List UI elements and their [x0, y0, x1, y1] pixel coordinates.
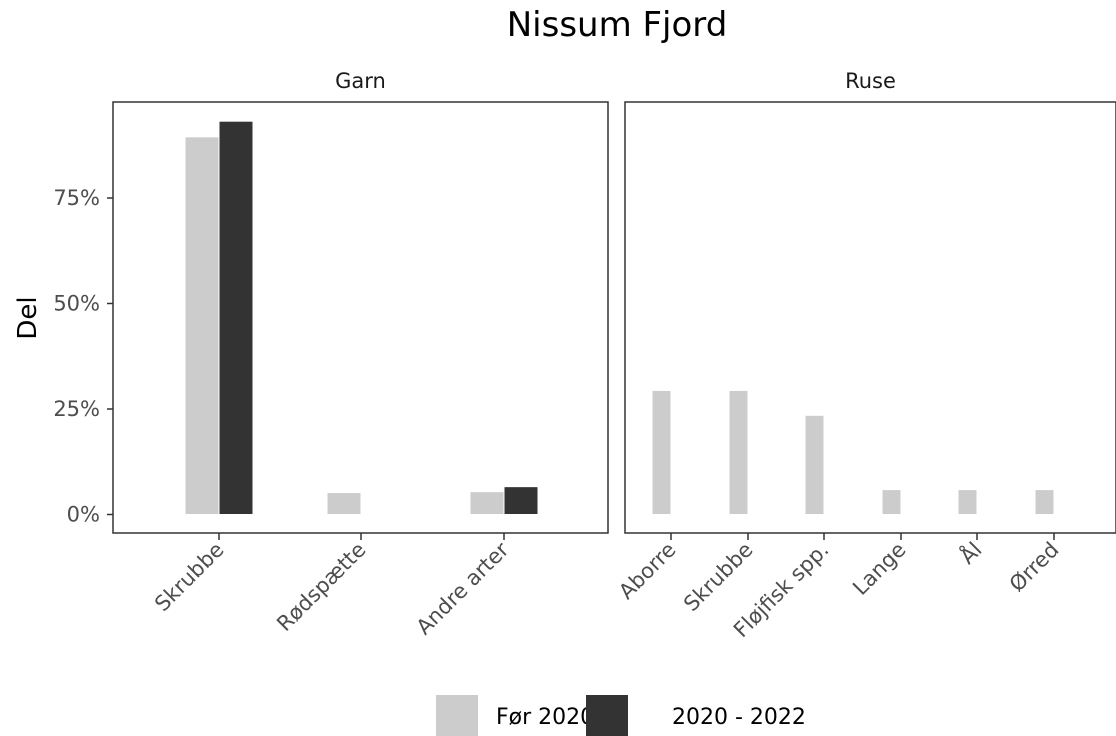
- x-tick-label-skrubbe: Skrubbe: [150, 538, 228, 616]
- x-tick-label-andre-arter: Andre arter: [412, 537, 514, 639]
- chart-title: Nissum Fjord: [507, 5, 728, 45]
- x-tick-label-lange: Lange: [848, 538, 910, 600]
- bar-ruse-lange-for-2020: [881, 489, 902, 515]
- bar-ruse-al-for-2020: [957, 489, 978, 515]
- bar-garn-andre-arter-2020-2022: [503, 486, 539, 516]
- bar-garn-andre-arter-for-2020: [469, 491, 505, 516]
- y-tick-label: 75%: [53, 186, 100, 210]
- panel-border-ruse: [624, 101, 1116, 534]
- bar-ruse-flojfisk-spp-for-2020: [804, 414, 825, 515]
- bar-ruse-aborre-for-2020: [651, 389, 672, 516]
- legend-label-for-2020: Før 2020: [496, 705, 594, 730]
- x-tick-label-rodspaette: Rødspætte: [272, 538, 370, 636]
- y-axis-label: Del: [13, 296, 43, 339]
- bar-garn-rodspaette-for-2020: [326, 492, 362, 515]
- y-tick-label: 25%: [53, 397, 100, 421]
- bar-ruse-skrubbe-for-2020: [728, 389, 749, 516]
- bar-garn-skrubbe-2020-2022: [218, 120, 254, 515]
- panel-strip-garn: Garn: [335, 69, 386, 93]
- bar-garn-skrubbe-for-2020: [184, 136, 220, 515]
- bar-ruse-orred-for-2020: [1034, 489, 1055, 515]
- x-tick-label-aborre: Aborre: [614, 538, 680, 604]
- legend-key-2020-2022: [586, 695, 628, 736]
- legend-label-2020-2022: 2020 - 2022: [672, 705, 806, 730]
- panel-strip-ruse: Ruse: [845, 69, 896, 93]
- y-tick-label: 0%: [67, 503, 100, 527]
- x-tick-label-al: Ål: [954, 536, 987, 569]
- legend: Før 2020 2020 - 2022: [436, 695, 806, 736]
- legend-key-for-2020: [436, 695, 478, 736]
- plot-area: 0% 25% 50% 75% Garn Skrubbe Rødspætte Andre art…: [53, 69, 1116, 642]
- x-tick-label-skrubbe: Skrubbe: [679, 538, 757, 616]
- x-tick-label-orred: Ørred: [1005, 538, 1064, 597]
- y-tick-label: 50%: [53, 292, 100, 316]
